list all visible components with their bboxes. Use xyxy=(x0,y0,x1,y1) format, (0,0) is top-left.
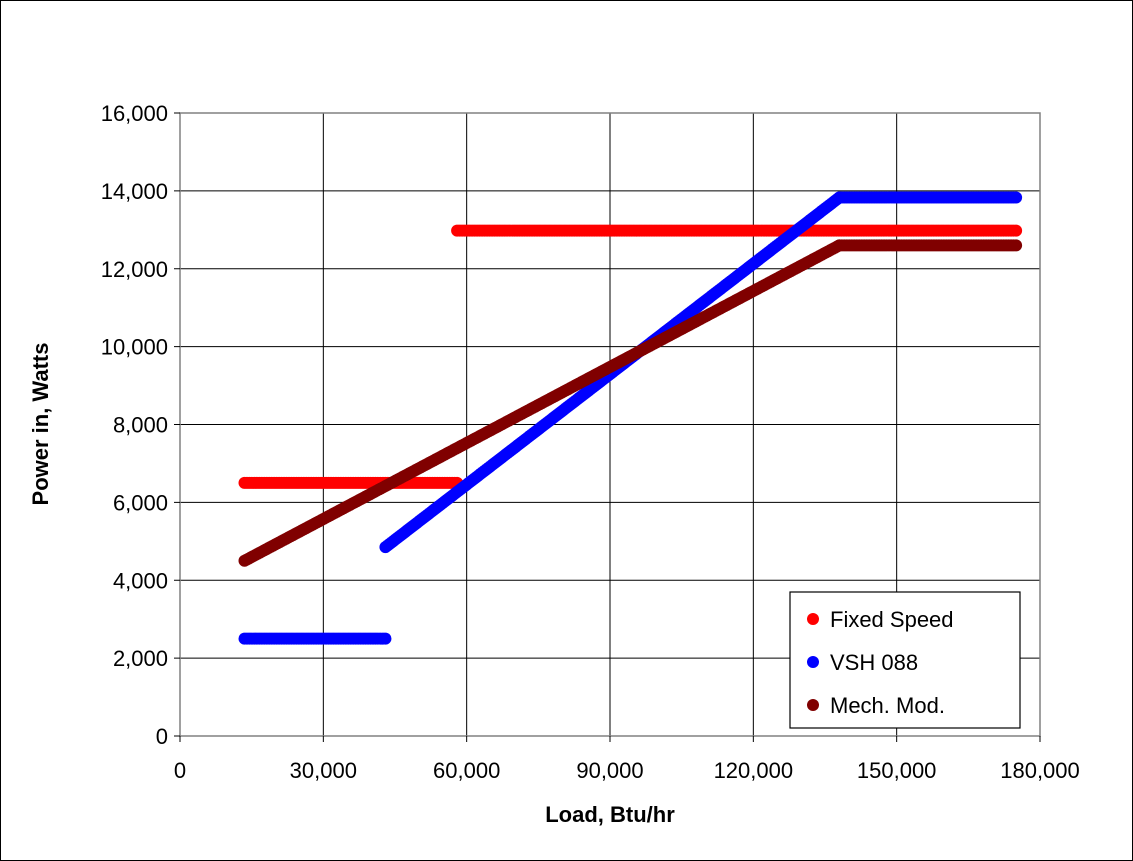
x-tick-label: 150,000 xyxy=(857,758,937,783)
legend: Fixed Speed VSH 088 Mech. Mod. xyxy=(790,592,1020,728)
y-tick-label: 10,000 xyxy=(101,335,168,360)
x-tick-labels: 0 30,000 60,000 90,000 120,000 150,000 180,000 xyxy=(174,736,1080,783)
legend-label-vsh-088: VSH 088 xyxy=(830,650,918,675)
data-point xyxy=(379,633,391,645)
y-tick-label: 6,000 xyxy=(113,490,168,515)
x-axis-title: Load, Btu/hr xyxy=(545,802,675,827)
x-tick-label: 90,000 xyxy=(576,758,643,783)
y-tick-label: 16,000 xyxy=(101,101,168,126)
y-tick-label: 8,000 xyxy=(113,413,168,438)
x-tick-label: 120,000 xyxy=(714,758,794,783)
y-tick-labels: 0 2,000 4,000 6,000 8,000 10,000 12,000 14,000 1… xyxy=(101,101,180,749)
legend-marker-fixed-speed xyxy=(807,613,819,625)
data-point xyxy=(1010,191,1022,203)
y-tick-label: 4,000 xyxy=(113,568,168,593)
x-tick-label: 60,000 xyxy=(433,758,500,783)
legend-marker-vsh-088 xyxy=(807,656,819,668)
legend-label-mech-mod: Mech. Mod. xyxy=(830,693,945,718)
y-tick-label: 0 xyxy=(156,724,168,749)
y-tick-label: 2,000 xyxy=(113,646,168,671)
data-point xyxy=(1010,225,1022,237)
x-tick-label: 30,000 xyxy=(290,758,357,783)
legend-label-fixed-speed: Fixed Speed xyxy=(830,607,954,632)
x-tick-label: 0 xyxy=(174,758,186,783)
legend-marker-mech-mod xyxy=(807,699,819,711)
y-tick-label: 12,000 xyxy=(101,257,168,282)
data-point xyxy=(1010,239,1022,251)
y-tick-label: 14,000 xyxy=(101,179,168,204)
x-tick-label: 180,000 xyxy=(1000,758,1080,783)
y-axis-title: Power in, Watts xyxy=(28,343,53,506)
